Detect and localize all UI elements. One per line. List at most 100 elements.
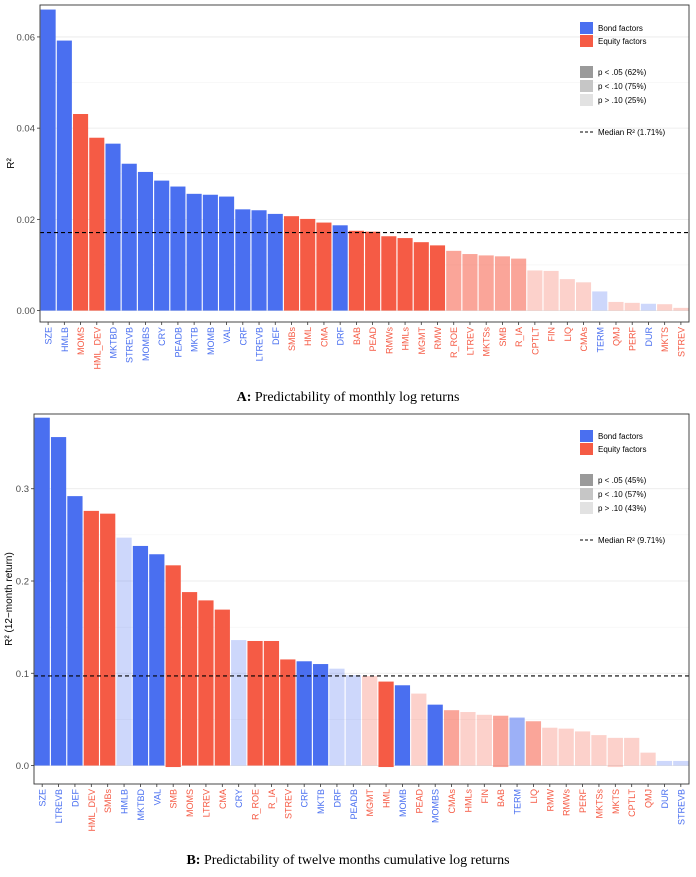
panel-b-bar [247,640,263,766]
panel-a-legend-median-label: Median R² (1.71%) [598,128,665,137]
panel-a-xtick-label: R_IA [514,327,524,347]
caption-b-text: Predictability of twelve months cumulati… [203,853,510,868]
panel-b-xtick-label: HMLB [120,789,130,814]
panel-b-ytick-label: 0.3 [16,484,29,495]
panel-a-xtick-label: SMB [498,327,508,347]
panel-b-xtick-label: MKTS [611,789,621,814]
panel-a-bar [429,245,446,311]
panel-a-xtick-label: LTREVB [255,327,265,361]
panel-b-bar [525,721,542,766]
panel-a-bar [202,194,218,311]
panel-b-bar [607,737,623,768]
panel-a-bar [186,193,202,311]
panel-b-xtick-label: RMW [545,789,555,812]
panel-b-y-axis-title: R² (12−month return) [4,552,15,646]
panel-a-xtick-label: HMLB [60,327,70,352]
panel-b-bar [542,727,558,766]
panel-a-legend-label: Bond factors [598,24,643,33]
panel-b-xtick-label: SMB [169,789,179,809]
panel-b-bar [34,417,50,766]
panel-b-bar [329,668,345,766]
panel-a-bar [332,225,348,311]
panel-b-xtick-label: FIN [480,789,490,804]
panel-a-bar [170,186,186,311]
panel-a-bar [73,114,89,311]
panel-a-xtick-label: MKTSs [482,327,492,357]
panel-a-bar [381,236,397,311]
panel-b-xtick-label: PEAD [414,789,424,814]
panel-a-xtick-label: STREV [676,327,686,357]
panel-b-bar [214,609,230,766]
panel-b-xtick-label: MOMBS [431,789,441,823]
panel-b-bar [411,693,427,766]
panel-b-xtick-label: MGMT [365,789,375,817]
panel-a-legend-significance-label: p < .05 (62%) [598,68,647,77]
panel-b-bar [181,592,198,766]
panel-b-bar [591,735,607,766]
panel-b-xtick-label: CMA [218,789,228,809]
panel-b-xtick-label: MKTSs [594,789,604,819]
panel-b-bar [476,714,492,766]
panel-b-plot-frame [33,413,690,785]
panel-a-xtick-label: LTREV [465,327,475,355]
panel-b-ytick-label: 0.2 [16,577,29,588]
panel-b-bar [83,510,99,766]
panel-b-legend-median-label: Median R² (9.71%) [598,536,665,545]
panel-b-legend-swatch [580,430,593,442]
panel-a-xtick-label: CRF [238,327,248,346]
panel-a-bar [575,282,592,311]
panel-b-xtick-label: LTREVB [54,789,64,823]
panel-a-xtick-label: VAL [222,327,232,343]
panel-a-plot-frame [39,4,690,323]
panel-a-bar [56,40,72,311]
panel-b-bar [558,728,574,766]
panel-b-xtick-label: DEF [70,788,80,807]
panel-b-bar [149,554,165,766]
panel-b-bar [656,760,673,766]
panel-a-legend-significance-label: p > .10 (25%) [598,96,647,105]
panel-b-xtick-label: CPTLT [627,789,637,817]
panel-b-xtick-label: RMWs [562,789,572,816]
panel-b-xtick-label: BAB [496,789,506,807]
panel-b-xtick-label: PERF [578,789,588,814]
panel-a-legend-swatch [580,22,593,34]
panel-a-xtick-label: SZE [44,327,54,345]
panel-a-ytick-label: 0.02 [17,215,36,226]
panel-b-bar [378,681,394,768]
panel-b-xtick-label: MOMS [185,789,195,817]
panel-b-xtick-label: VAL [152,789,162,805]
panel-b-xtick-label: R_IA [267,789,277,809]
panel-b-xtick-label: MKTB [316,789,326,814]
panel-a-legend-significance-label: p < .10 (75%) [598,82,647,91]
panel-b-xtick-label: LTREV [201,789,211,817]
panel-b-ytick-label: 0.1 [16,669,29,680]
panel-b-ytick-label: 0.0 [16,761,29,772]
panel-b-xtick-label: STREVB [676,789,686,825]
panel-b-bar [280,659,296,766]
panel-b-xtick-label: TERM [513,789,523,815]
panel-b-bar [460,712,476,766]
panel-b-xtick-label: LIQ [529,789,539,804]
panel-a-bar [511,258,527,311]
panel-b-bar [231,640,247,766]
panel-a-xtick-label: RMWs [384,327,394,354]
panel-a-xtick-label: MKTS [660,327,670,352]
panel-a-xtick-label: MOMB [206,327,216,355]
panel-b-bar [673,760,689,766]
panel-a-bar [348,230,364,311]
panel-a-xtick-label: BAB [352,327,362,345]
panel-a-bar [40,9,56,311]
panel-b-xtick-label: DUR [660,789,670,809]
panel-a-bar [446,250,462,311]
panel-b-xtick-label: STREV [283,789,293,819]
panel-a-bar [105,143,121,311]
panel-b-xtick-label: PEADB [349,789,359,820]
panel-a-xtick-label: TERM [595,327,605,353]
panel-b-xtick-label: CMAs [447,789,457,814]
panel-a-bar [219,196,235,311]
panel-a-legend-significance-swatch [580,66,593,78]
panel-b-xtick-label: R_ROE [251,789,261,820]
panel-a-xtick-label: CMAs [579,327,589,352]
panel-b-xtick-label: QMJ [644,789,654,808]
